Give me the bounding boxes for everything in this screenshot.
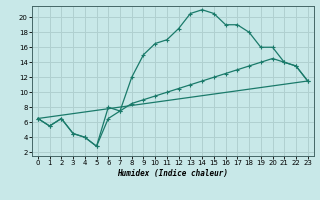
X-axis label: Humidex (Indice chaleur): Humidex (Indice chaleur) xyxy=(117,169,228,178)
